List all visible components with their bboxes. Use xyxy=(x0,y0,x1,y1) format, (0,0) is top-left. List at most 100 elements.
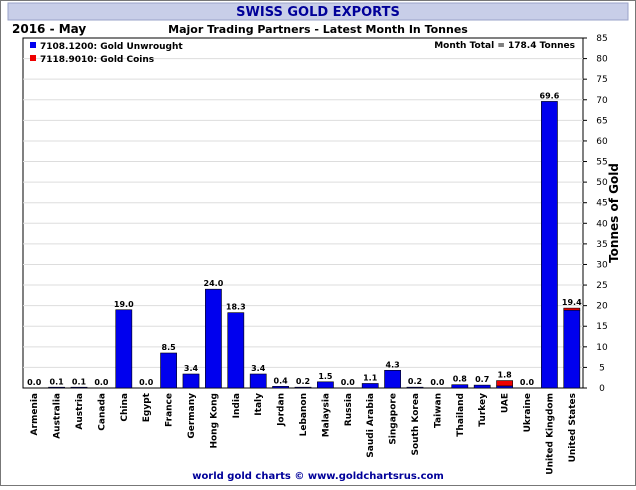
bar-value-label: 18.3 xyxy=(226,303,246,312)
y-tick-label: 65 xyxy=(596,116,607,126)
y-tick-label: 0 xyxy=(599,384,605,394)
x-tick-label: Hong Kong xyxy=(209,393,219,449)
bar-unwrought xyxy=(115,309,133,389)
bar-unwrought xyxy=(384,369,401,389)
bar-unwrought xyxy=(294,386,312,389)
y-tick-label: 45 xyxy=(596,199,607,209)
y-tick-label: 5 xyxy=(599,363,605,373)
x-tick-label: UAE xyxy=(501,393,511,413)
x-tick-label: France xyxy=(165,393,175,427)
bar-unwrought xyxy=(361,383,379,389)
bar-unwrought xyxy=(205,288,222,389)
legend-swatch-unwrought xyxy=(30,42,36,48)
y-tick-label: 60 xyxy=(596,137,608,147)
x-tick-label: Lebanon xyxy=(299,393,309,436)
x-tick-label: Taiwan xyxy=(433,393,443,428)
y-tick-label: 85 xyxy=(596,34,607,44)
bar-value-labels: 0.0 0.1 0.1 0.0 19.0 0.0 8.5 3.4 24.0 18.3 3.4 0.4 0… xyxy=(27,91,582,387)
x-tick-label: Canada xyxy=(97,393,107,431)
month-total: Month Total = 178.4 Tonnes xyxy=(434,41,575,51)
bar-value-label: 0.0 xyxy=(430,378,445,387)
x-tick-label: Italy xyxy=(254,393,264,416)
x-tick-label: Egypt xyxy=(142,392,152,422)
bar-unwrought xyxy=(272,386,289,389)
bar-unwrought xyxy=(563,309,581,389)
bar-value-label: 1.5 xyxy=(318,372,333,381)
x-tick-label: Armenia xyxy=(30,393,40,435)
x-tick-label: Malaysia xyxy=(321,393,331,437)
x-tick-label: Germany xyxy=(187,393,197,439)
bar-value-label: 0.1 xyxy=(50,378,65,387)
bar-value-label: 19.0 xyxy=(114,300,134,309)
bar-coins xyxy=(563,307,581,311)
x-tick-label: Australia xyxy=(53,393,63,439)
x-axis-labels: Armenia Australia Austria Canada China Egypt F… xyxy=(30,392,578,474)
x-tick-label: Jordan xyxy=(277,393,287,427)
bar-unwrought xyxy=(48,386,65,389)
y-tick-label: 15 xyxy=(596,322,607,332)
bar-unwrought xyxy=(227,312,245,389)
bar-coins xyxy=(496,380,513,387)
grid-lines xyxy=(23,58,583,368)
y-axis: 0 5 10 15 20 25 30 35 40 45 50 55 60 65 70 75 80 85 xyxy=(583,34,608,394)
y-tick-label: 80 xyxy=(596,55,608,65)
bar-unwrought xyxy=(451,384,469,389)
bar-value-label: 8.5 xyxy=(162,343,177,352)
x-tick-label: India xyxy=(232,393,242,418)
chart-period: 2016 - May xyxy=(12,22,86,36)
y-tick-label: 70 xyxy=(596,96,608,106)
plot-area xyxy=(22,37,584,389)
bar-value-label: 19.4 xyxy=(562,298,582,307)
y-tick-label: 20 xyxy=(596,302,608,312)
x-tick-label: Turkey xyxy=(478,393,488,427)
x-tick-label: Russia xyxy=(344,393,354,426)
bar-value-label: 0.8 xyxy=(453,375,468,384)
y-tick-label: 50 xyxy=(596,178,608,188)
x-tick-label: Austria xyxy=(75,393,85,430)
y-tick-label: 55 xyxy=(596,158,607,168)
bar-value-label: 4.3 xyxy=(386,360,400,369)
x-tick-label: China xyxy=(120,393,130,422)
y-tick-label: 10 xyxy=(596,343,608,353)
bar-value-label: 0.2 xyxy=(296,377,310,386)
bar-value-label: 69.6 xyxy=(540,91,560,100)
bar-value-label: 0.0 xyxy=(520,378,535,387)
bar-value-label: 24.0 xyxy=(204,279,224,288)
bar-value-label: 0.0 xyxy=(341,378,356,387)
x-tick-label: United Kingdom xyxy=(545,393,555,475)
bar-value-label: 0.2 xyxy=(408,377,422,386)
x-tick-label: Ukraine xyxy=(523,393,533,432)
legend-label-coins: 7118.9010: Gold Coins xyxy=(40,55,154,65)
legend-label-unwrought: 7108.1200: Gold Unwrought xyxy=(40,42,183,52)
bar-unwrought xyxy=(249,373,267,389)
bar-unwrought xyxy=(160,352,177,389)
x-tick-label: Thailand xyxy=(456,393,466,437)
x-tick-label: Singapore xyxy=(389,393,399,445)
x-tick-label: South Korea xyxy=(411,393,421,456)
chart-subtitle: Major Trading Partners - Latest Month In… xyxy=(168,23,468,36)
bar-value-label: 0.0 xyxy=(27,378,42,387)
title-bar xyxy=(7,2,629,21)
bar-unwrought xyxy=(182,373,200,389)
chart-title: SWISS GOLD EXPORTS xyxy=(236,5,400,20)
bar-unwrought xyxy=(496,385,513,389)
legend-swatch-coins xyxy=(30,55,36,61)
legend: 7108.1200: Gold Unwrought 7118.9010: Gol… xyxy=(30,42,183,65)
y-tick-label: 40 xyxy=(596,219,608,229)
bar-value-label: 0.7 xyxy=(475,375,489,384)
y-axis-title: Tonnes of Gold xyxy=(607,163,621,263)
chart-footer: world gold charts © www.goldchartsrus.co… xyxy=(192,471,444,482)
bar-unwrought xyxy=(406,386,424,389)
y-tick-label: 25 xyxy=(596,281,607,291)
x-tick-label: Saudi Arabia xyxy=(366,393,376,458)
x-tick-label: United States xyxy=(568,393,578,462)
bar-value-label: 0.4 xyxy=(274,376,289,385)
bar-unwrought xyxy=(473,384,491,389)
y-tick-label: 30 xyxy=(596,260,608,270)
bar-value-label: 3.4 xyxy=(184,364,199,373)
bar-unwrought xyxy=(70,386,88,389)
bar-unwrought xyxy=(317,381,334,389)
bar-value-label: 0.1 xyxy=(72,378,87,387)
